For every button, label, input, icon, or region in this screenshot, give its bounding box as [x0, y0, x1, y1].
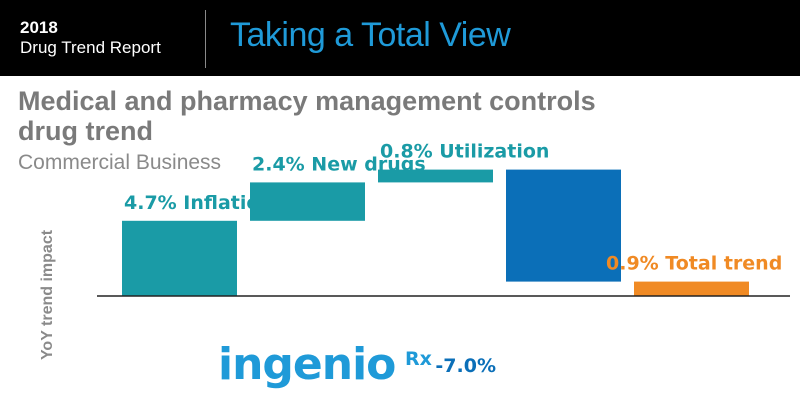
chart-subtitle: Commercial Business [18, 151, 222, 174]
chart-title: Medical and pharmacy management controls… [18, 86, 596, 146]
bar-reduction [506, 169, 621, 282]
ingenio-logo: ingenio [218, 339, 396, 390]
data-label: 4.7% Inflation [124, 192, 273, 214]
bar-new-drugs [250, 182, 365, 221]
report-name: Drug Trend Report [20, 38, 161, 57]
bar-inflation [122, 220, 237, 296]
header-title: Taking a Total View [230, 16, 511, 54]
bar-utilization [378, 169, 493, 183]
y-axis-label: YoY trend impact [39, 229, 56, 360]
data-label: 0.8% Utilization [380, 141, 549, 163]
report-year: 2018 [20, 18, 58, 37]
header-divider [205, 10, 206, 68]
report-header: 2018 Drug Trend Report Taking a Total Vi… [0, 0, 800, 76]
ingenio-logo-rx: Rx [405, 348, 432, 370]
data-label: -7.0% [435, 355, 496, 377]
data-label: 0.9% Total trend [606, 253, 782, 275]
bar-total-trend [634, 281, 749, 296]
